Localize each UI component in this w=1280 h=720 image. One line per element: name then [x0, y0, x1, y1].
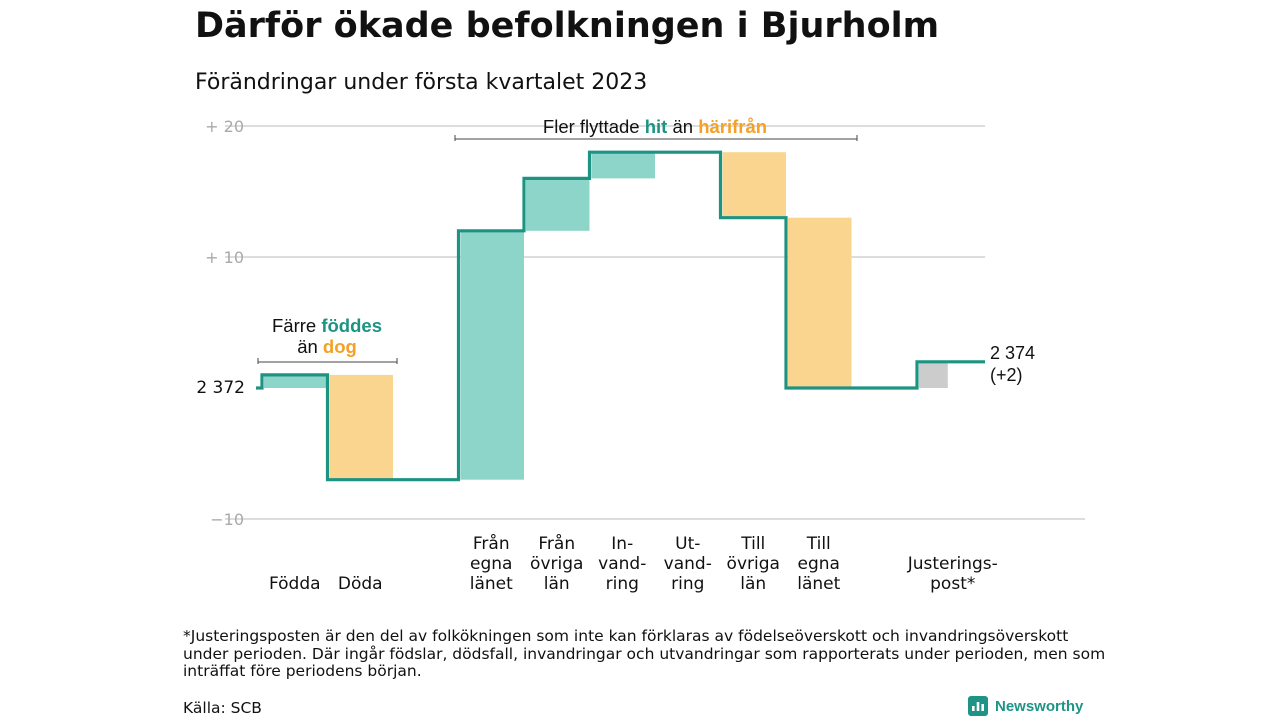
x-category-label: Från egna länet	[470, 533, 513, 594]
end-value-label: 2 374	[990, 343, 1035, 363]
y-tick-label: + 10	[205, 248, 244, 267]
x-category-label: Till övriga län	[727, 534, 780, 594]
footnote: *Justeringsposten är den del av folkökni…	[183, 627, 1106, 680]
source-label: Källa: SCB	[183, 699, 262, 717]
x-category-label: In-vand-ring	[598, 534, 646, 594]
waterfall-bar	[526, 178, 590, 231]
waterfall-bar	[919, 361, 948, 388]
waterfall-bar	[788, 217, 852, 388]
y-tick-label: + 20	[205, 117, 244, 136]
end-change-label: (+2)	[990, 365, 1023, 385]
x-category-label: Från övriga län	[530, 533, 583, 594]
cumulative-step-line	[256, 150, 985, 482]
waterfall-bar	[591, 152, 655, 179]
annotation-births: Färre föddes än dog	[272, 315, 382, 357]
waterfall-bar	[722, 152, 786, 218]
start-value-label: 2 372	[196, 378, 245, 398]
x-category-label: Döda	[338, 574, 383, 594]
y-tick-label: −10	[210, 510, 244, 529]
x-category-label: Ut-vand-ring	[664, 534, 712, 594]
chart-title: Därför ökade befolkningen i Bjurholm	[195, 6, 940, 46]
annotation-migration: Fler flyttade hit än härifrån	[543, 116, 767, 137]
waterfall-bar	[264, 374, 328, 388]
chart-subtitle: Förändringar under första kvartalet 2023	[195, 70, 648, 95]
brand-name: Newsworthy	[995, 697, 1084, 715]
brand-logo: Newsworthy	[968, 696, 1083, 716]
waterfall-bar	[460, 230, 524, 480]
x-category-label: Justerings-post*	[907, 554, 998, 594]
x-category-label: Till egna länet	[797, 534, 840, 594]
x-category-label: Födda	[269, 574, 321, 594]
waterfall-chart: + 20 + 10 −10 Födda Döda Från egna länet Från övr…	[196, 116, 1085, 594]
waterfall-bar	[329, 374, 393, 480]
bar-chart-logo-icon	[968, 696, 988, 716]
